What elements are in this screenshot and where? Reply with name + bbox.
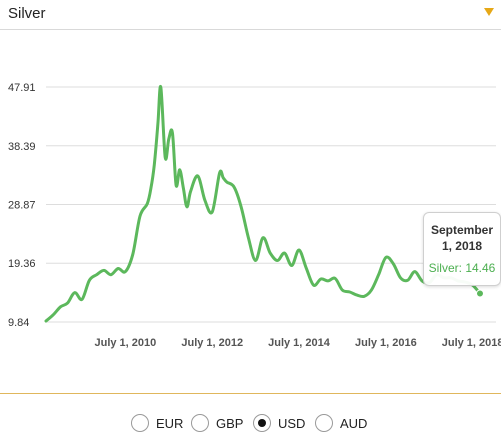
divider [0, 393, 501, 394]
tooltip-date-line1: September [430, 223, 494, 237]
chart-canvas: 9.84 19.36 28.87 38.39 47.91 July 1, 2010 July… [8, 82, 501, 349]
radio-eur[interactable] [131, 414, 149, 432]
radio-gbp[interactable] [191, 414, 209, 432]
y-tick-label: 47.91 [8, 82, 36, 94]
radio-label-aud: AUD [340, 415, 368, 431]
radio-usd[interactable] [253, 414, 271, 432]
currency-selector: EUR GBP USD AUD [0, 410, 501, 434]
x-tick-label: July 1, 2016 [355, 337, 417, 349]
y-tick-label: 38.39 [8, 141, 36, 153]
currency-option-usd[interactable]: USD [253, 413, 305, 433]
x-tick-label: July 1, 2010 [94, 337, 156, 349]
silver-price-chart: 9.84 19.36 28.87 38.39 47.91 July 1, 2010 July… [0, 31, 501, 393]
radio-label-usd: USD [278, 415, 306, 431]
currency-option-eur[interactable]: EUR [131, 413, 183, 433]
hover-point [476, 289, 484, 298]
tooltip-value: Silver: 14.46 [428, 261, 496, 275]
dropdown-caret-icon[interactable] [484, 8, 494, 16]
x-tick-label: July 1, 2018 [442, 337, 501, 349]
tooltip-date-line2: 1, 2018 [441, 239, 483, 253]
radio-label-eur: EUR [156, 415, 184, 431]
y-tick-label: 28.87 [8, 200, 36, 212]
x-tick-label: July 1, 2014 [268, 337, 331, 349]
currency-option-aud[interactable]: AUD [315, 413, 367, 433]
panel-title: Silver [8, 5, 46, 22]
y-tick-label: 19.36 [8, 258, 36, 270]
panel-header[interactable]: Silver [0, 0, 501, 30]
tooltip-date: September 1, 2018 [424, 222, 500, 254]
radio-label-gbp: GBP [216, 415, 244, 431]
radio-aud[interactable] [315, 414, 333, 432]
currency-option-gbp[interactable]: GBP [191, 413, 243, 433]
chart-tooltip: September 1, 2018 Silver: 14.46 [423, 212, 501, 286]
silver-price-line [44, 84, 482, 323]
y-tick-label: 9.84 [8, 317, 29, 329]
x-tick-label: July 1, 2012 [181, 337, 243, 349]
